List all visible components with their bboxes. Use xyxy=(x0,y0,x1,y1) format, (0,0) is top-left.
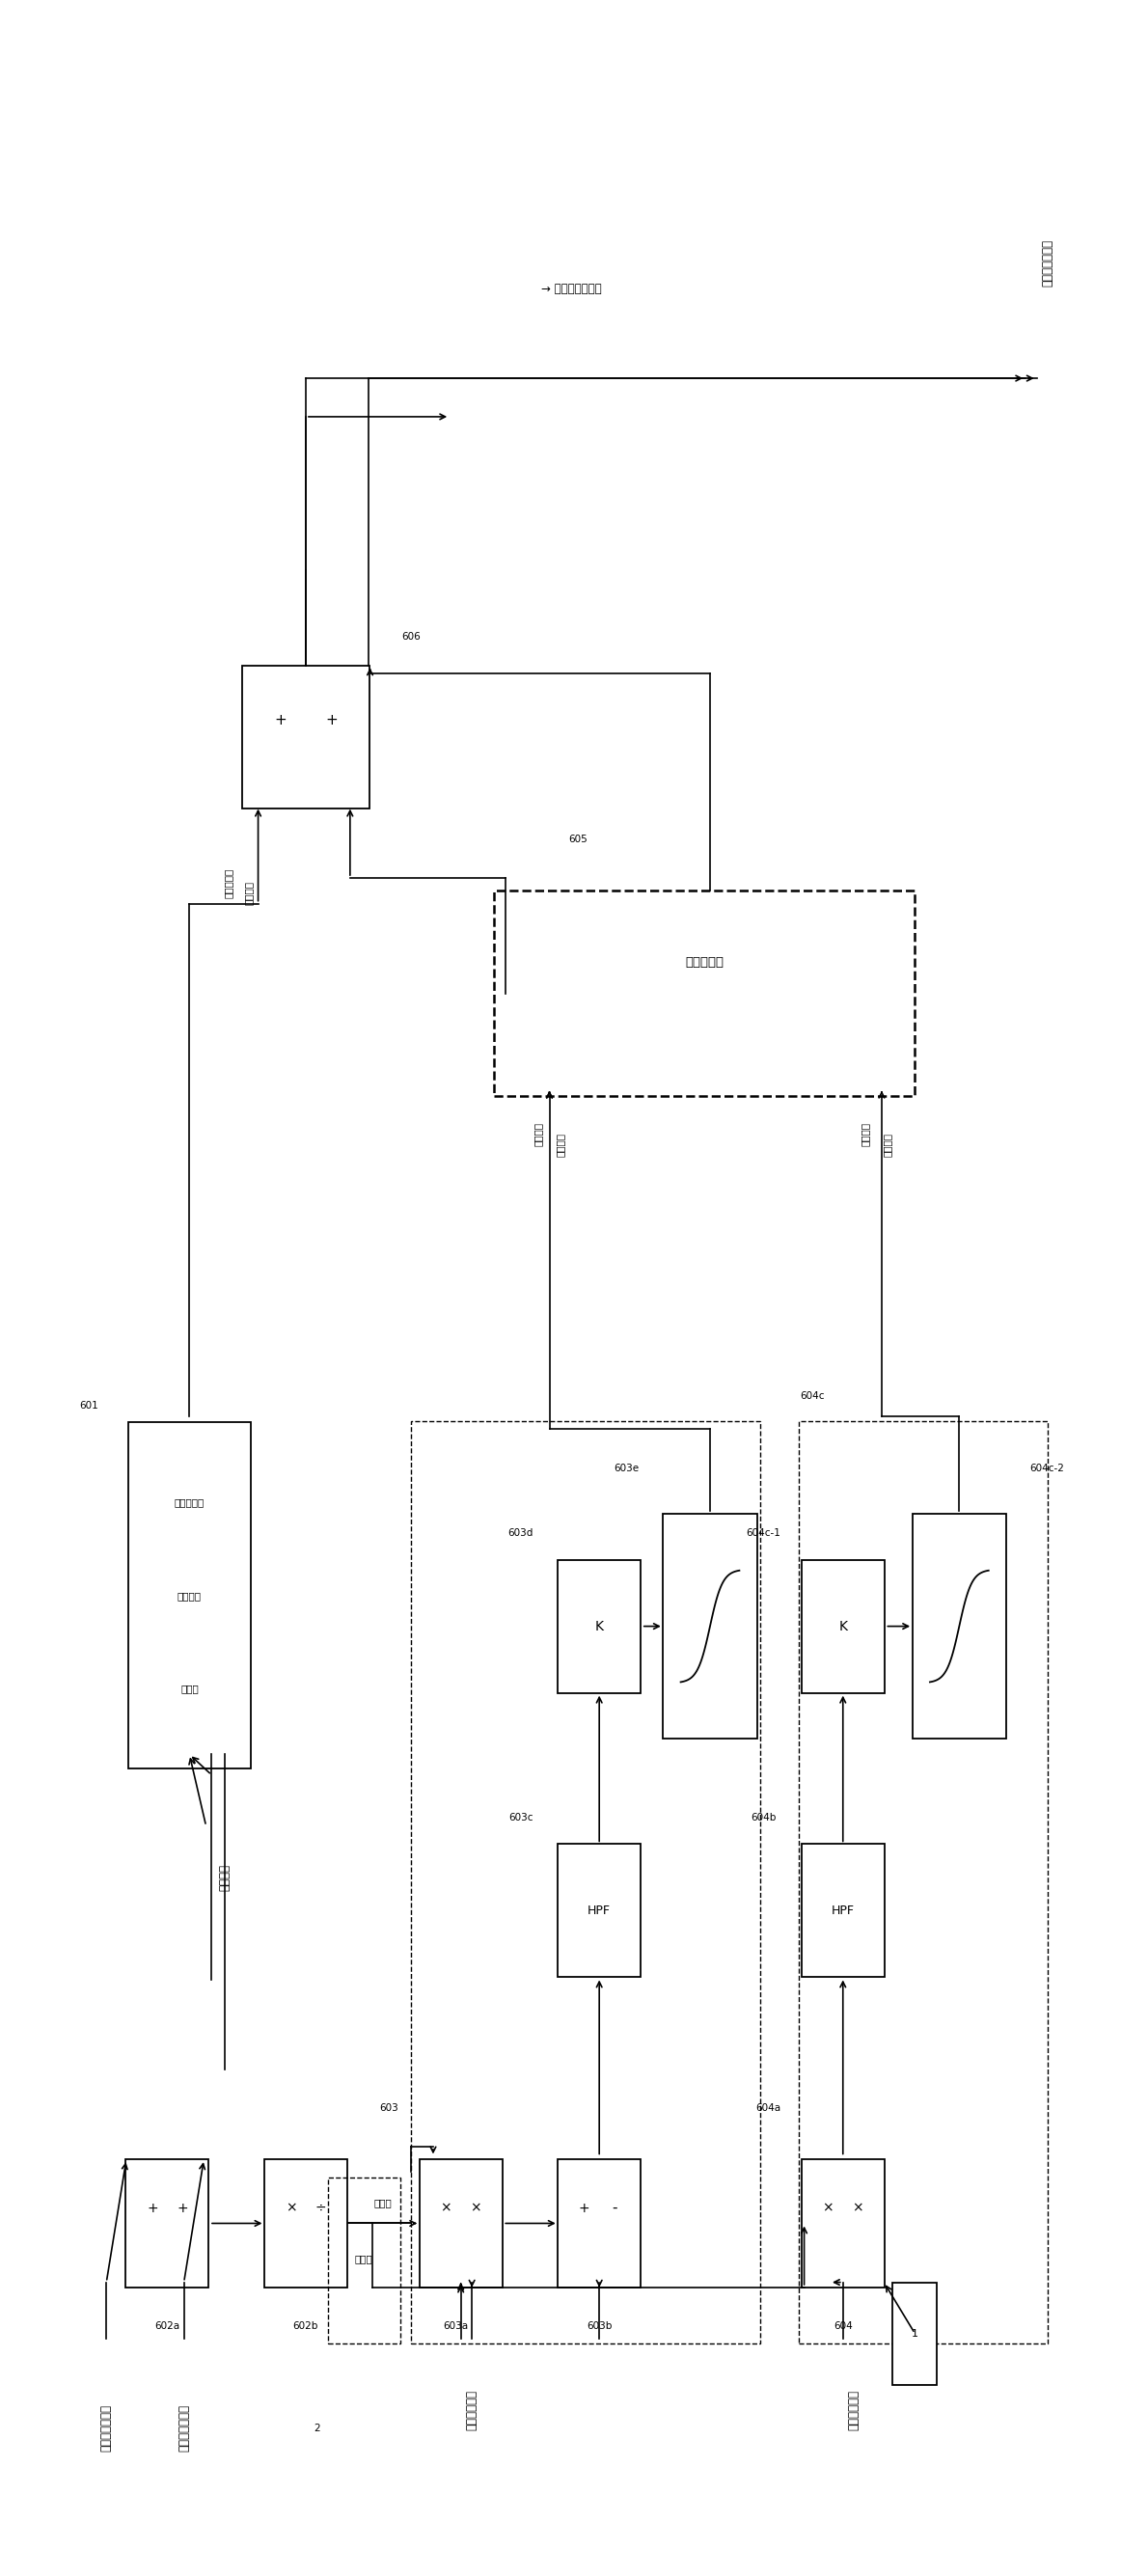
Text: 605: 605 xyxy=(568,835,587,845)
Text: ×: × xyxy=(823,2202,834,2215)
Text: 603a: 603a xyxy=(443,2321,467,2331)
Text: 606: 606 xyxy=(401,631,420,641)
Bar xyxy=(892,2282,937,2385)
Text: HPF: HPF xyxy=(832,1904,854,1917)
Text: 603e: 603e xyxy=(614,1463,639,1473)
Bar xyxy=(798,1422,1048,2344)
Text: 右从动轮轴速度: 右从动轮轴速度 xyxy=(177,2406,191,2452)
Bar xyxy=(912,1515,1007,1739)
Text: 减速比: 减速比 xyxy=(354,2254,372,2264)
Bar xyxy=(558,2159,641,2287)
Bar xyxy=(558,1558,641,1692)
Text: 2: 2 xyxy=(314,2424,319,2434)
Bar xyxy=(419,2159,502,2287)
Text: 驾驶员要求: 驾驶员要求 xyxy=(175,1497,204,1507)
Text: 马达旋转速度: 马达旋转速度 xyxy=(847,2391,860,2432)
Text: 马达旋转速度: 马达旋转速度 xyxy=(465,2391,479,2432)
Text: 1: 1 xyxy=(911,2329,918,2339)
Text: ×: × xyxy=(470,2202,481,2215)
Text: 604c-1: 604c-1 xyxy=(747,1528,780,1538)
Bar xyxy=(129,1422,250,1770)
Bar xyxy=(242,665,370,809)
Bar xyxy=(663,1515,757,1739)
Text: ×: × xyxy=(852,2202,863,2215)
Text: +: + xyxy=(177,2202,188,2215)
Bar xyxy=(802,2159,884,2287)
Text: 604: 604 xyxy=(833,2321,852,2331)
Text: 驱动转矩: 驱动转矩 xyxy=(177,1592,202,1600)
Text: 驱动转矩: 驱动转矩 xyxy=(243,881,253,904)
Bar xyxy=(328,2177,400,2344)
Text: 603b: 603b xyxy=(586,2321,612,2331)
Text: 減速比: 減速比 xyxy=(374,2197,392,2208)
Text: 驾驶员要求: 驾驶员要求 xyxy=(223,868,233,899)
Bar xyxy=(126,2159,209,2287)
Text: 驱动转矩指令值: 驱动转矩指令值 xyxy=(1041,240,1054,286)
Text: 603d: 603d xyxy=(508,1528,532,1538)
Text: 控制转矩: 控制转矩 xyxy=(556,1133,565,1157)
Text: K: K xyxy=(595,1620,603,1633)
Text: +: + xyxy=(275,714,287,726)
Text: 计算部: 计算部 xyxy=(180,1685,198,1695)
Text: ×: × xyxy=(285,2202,296,2215)
Text: HPF: HPF xyxy=(587,1904,611,1917)
Text: K: K xyxy=(839,1620,847,1633)
Text: 601: 601 xyxy=(78,1401,98,1409)
Text: +: + xyxy=(578,2202,590,2215)
Text: -: - xyxy=(612,2200,617,2215)
Text: +: + xyxy=(325,714,337,726)
Text: 油门开度: 油门开度 xyxy=(219,1865,231,1891)
Text: 604c: 604c xyxy=(799,1391,824,1401)
Text: 604a: 604a xyxy=(756,2102,780,2112)
Bar xyxy=(802,1558,884,1692)
Text: 604c-2: 604c-2 xyxy=(1030,1463,1065,1473)
Text: 抑振控制部: 抑振控制部 xyxy=(685,956,724,969)
Text: → 驱动转矩指令值: → 驱动转矩指令值 xyxy=(541,283,602,294)
Text: 602a: 602a xyxy=(155,2321,179,2331)
Bar xyxy=(411,1422,760,2344)
Text: 左从动轮轴速度: 左从动轮轴速度 xyxy=(100,2406,112,2452)
Text: 第二减振: 第二减振 xyxy=(860,1123,870,1146)
Text: 602b: 602b xyxy=(293,2321,318,2331)
Text: 第一减振: 第一减振 xyxy=(534,1123,544,1146)
Text: 603: 603 xyxy=(380,2102,398,2112)
Bar xyxy=(558,1844,641,1978)
Text: 603c: 603c xyxy=(508,1814,532,1821)
Text: 控制转矩: 控制转矩 xyxy=(882,1133,892,1157)
Text: ×: × xyxy=(441,2202,452,2215)
Text: 604b: 604b xyxy=(751,1814,777,1821)
Bar xyxy=(265,2159,348,2287)
Text: +: + xyxy=(147,2202,158,2215)
Text: ÷: ÷ xyxy=(315,2202,326,2215)
Bar xyxy=(802,1844,884,1978)
Bar xyxy=(494,891,915,1095)
